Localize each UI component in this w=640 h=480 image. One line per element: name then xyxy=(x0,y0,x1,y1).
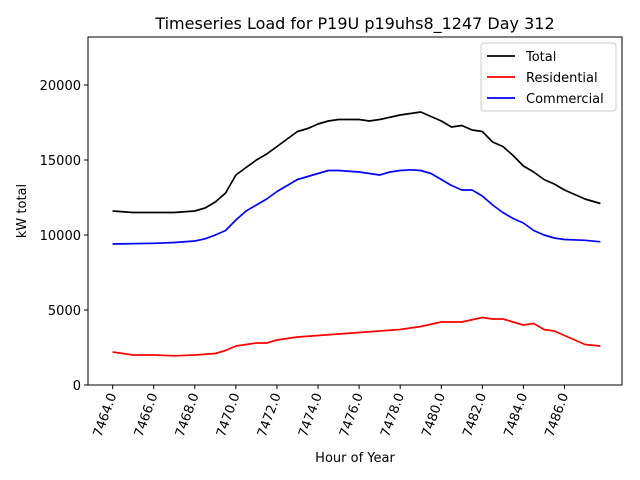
legend: Total Residential Commercial xyxy=(480,42,617,112)
y-tick-label: 5000 xyxy=(48,304,81,319)
series-line-residential xyxy=(112,316,601,357)
y-tick-label: 0 xyxy=(73,379,81,394)
y-tick-label: 20000 xyxy=(40,79,81,94)
chart-title: Timeseries Load for P19U p19uhs8_1247 Da… xyxy=(154,14,554,34)
x-axis-label: Hour of Year xyxy=(315,451,395,466)
plot-area xyxy=(112,111,601,357)
y-tick-label: 15000 xyxy=(40,154,81,169)
legend-label-commercial: Commercial xyxy=(526,92,604,107)
legend-label-residential: Residential xyxy=(526,71,598,86)
y-tick-label: 10000 xyxy=(40,229,81,244)
axes-frame xyxy=(87,36,623,386)
series-line-total xyxy=(112,111,601,214)
y-axis-ticks: 0 5000 10000 15000 20000 xyxy=(40,79,88,394)
legend-box xyxy=(480,42,617,112)
legend-label-total: Total xyxy=(525,50,556,65)
series-line-commercial xyxy=(112,168,601,245)
y-axis-label: kW total xyxy=(15,184,30,238)
